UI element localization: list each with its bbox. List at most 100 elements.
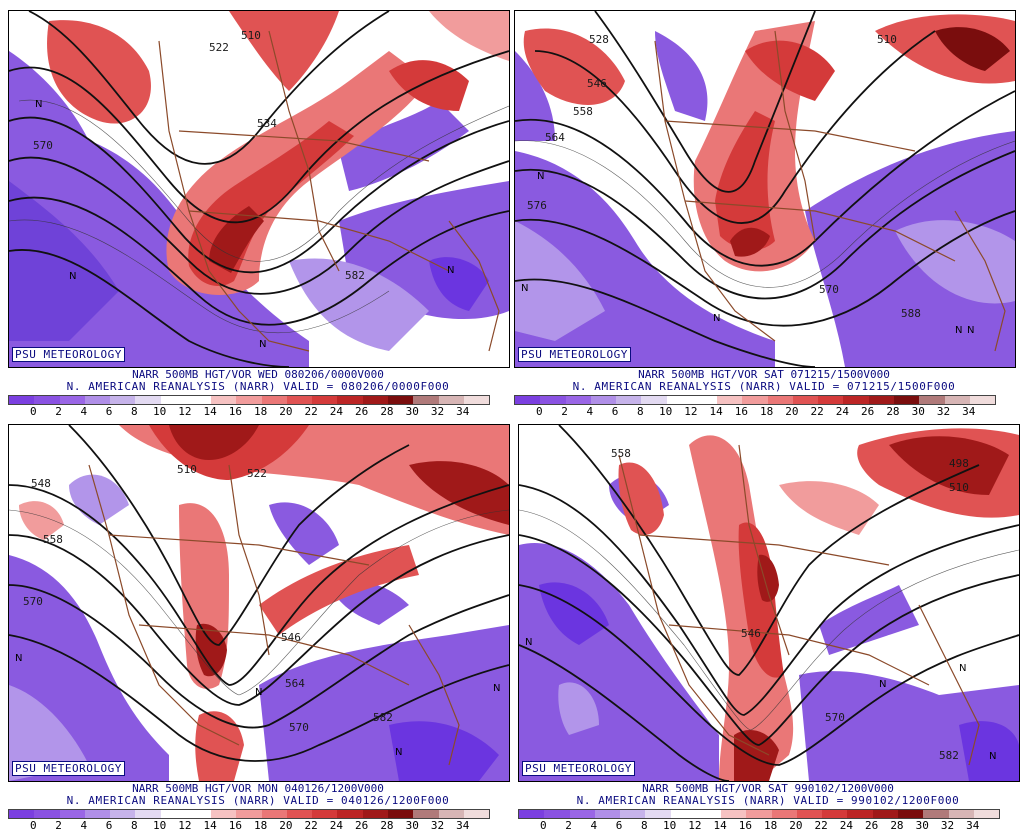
map-panel-1: 522 510 534 570 582 N N N N PSU METEOROL…: [8, 10, 516, 422]
caption-valid: N. AMERICAN REANALYSIS (NARR) VALID = 04…: [66, 794, 450, 807]
map-boundaries: [158, 30, 500, 352]
colorbar-tick-label: 22: [814, 819, 828, 832]
colorbar-swatch: [645, 810, 671, 818]
pos-vort-region: [229, 11, 339, 91]
colorbar-tick-label: 8: [131, 405, 138, 418]
height-contours: [515, 11, 1015, 367]
colorbar-tick-label: 6: [615, 819, 623, 832]
colorbar-tick-label: 34: [456, 405, 470, 418]
colorbar-swatch: [944, 396, 970, 404]
colorbar-tick-label: 30: [911, 405, 925, 418]
contour-label: 564: [545, 131, 565, 144]
colorbar-tick-label: 10: [152, 819, 167, 832]
colorbar-swatch: [135, 810, 161, 818]
colorbar-tick-label: 20: [279, 405, 293, 418]
vort-min-marker: N: [521, 283, 528, 294]
colorbar-swatch: [211, 810, 237, 818]
colorbar-swatch: [463, 810, 490, 818]
colorbar-swatch: [185, 810, 212, 818]
contour-label: 546: [741, 627, 761, 640]
colorbar-swatch: [893, 396, 920, 404]
colorbar-tick-label: 12: [178, 819, 192, 832]
colorbar-swatch: [717, 396, 743, 404]
caption-title: NARR 500MB HGT/VOR SAT 990102/1200V000: [642, 782, 894, 795]
credit-label: PSU METEOROLOGY: [518, 347, 631, 362]
colorbar-tick-label: 26: [355, 819, 369, 832]
pos-vort-region: [19, 501, 64, 540]
colorbar-swatch: [767, 396, 793, 404]
colorbar-tick-label: 4: [80, 819, 88, 832]
colorbar-tick-label: 14: [713, 819, 727, 832]
colorbar-swatch: [312, 396, 338, 404]
credit-label: PSU METEOROLOGY: [12, 347, 125, 362]
neg-vort-region: [515, 51, 555, 141]
map-panel-2: 528 510 546 558 564 576 570 588 N N N N …: [514, 10, 1022, 422]
neg-vort-region: [799, 671, 1019, 781]
neg-vort-region: [895, 220, 1015, 304]
vorticity-map-1: 522 510 534 570 582 N N N N PSU METEOROL…: [8, 10, 510, 368]
contour-label: 582: [345, 269, 365, 282]
neg-vort-region: [9, 685, 89, 781]
vort-min-marker: N: [35, 99, 42, 110]
colorbar-swatch: [973, 810, 1000, 818]
colorbar-swatch: [34, 810, 60, 818]
vort-min-marker: N: [69, 271, 76, 282]
colorbar-tick-label: 4: [586, 405, 594, 418]
colorbar-tick-label: 28: [890, 819, 904, 832]
colorbar-ticks: 0 2 4 6 8 10 12 14 16 18 20 22 24 26 28 30 32 34: [8, 819, 488, 833]
colorbar-tick-label: 0: [29, 405, 37, 418]
caption-valid: N. AMERICAN REANALYSIS (NARR) VALID = 08…: [66, 380, 450, 393]
colorbar-swatch: [337, 810, 363, 818]
colorbar-tick-label: 4: [590, 819, 598, 832]
colorbar-swatch: [594, 810, 621, 818]
contour-label: 570: [825, 711, 845, 724]
colorbar-tick-label: 16: [734, 405, 748, 418]
pos-vort-region: [745, 40, 835, 101]
map-graphic-3: 510 522 548 558 570 546 564 570 582 N N …: [9, 425, 509, 781]
colorbar-swatch: [110, 810, 136, 818]
map-boundaries: [88, 464, 460, 766]
caption-title: NARR 500MB HGT/VOR MON 040126/1200V000: [132, 782, 384, 795]
colorbar: [518, 809, 1000, 819]
contour-label: 558: [611, 447, 631, 460]
vorticity-map-3: 510 522 548 558 570 546 564 570 582 N N …: [8, 424, 510, 782]
vort-min-marker: N: [967, 325, 974, 336]
vort-min-marker: N: [959, 663, 966, 674]
colorbar-tick-label: 28: [380, 405, 394, 418]
colorbar-tick-label: 22: [304, 819, 318, 832]
pos-vort-region: [757, 554, 779, 602]
colorbar-tick-label: 4: [80, 405, 88, 418]
colorbar: [8, 809, 490, 819]
colorbar-swatch: [413, 396, 439, 404]
vorticity-map-2: 528 510 546 558 564 576 570 588 N N N N …: [514, 10, 1016, 368]
colorbar-tick-label: 0: [539, 819, 547, 832]
map-boundaries: [618, 444, 980, 766]
colorbar-tick-label: 6: [611, 405, 619, 418]
caption-title: NARR 500MB HGT/VOR SAT 071215/1500V000: [638, 368, 890, 381]
pos-vort-region: [889, 436, 1009, 495]
colorbar-tick-label: 0: [29, 819, 37, 832]
contour-label: 576: [527, 199, 547, 212]
colorbar-tick-label: 28: [380, 819, 394, 832]
colorbar-swatch: [847, 810, 873, 818]
colorbar-swatch: [515, 396, 541, 404]
colorbar-tick-label: 26: [861, 405, 875, 418]
colorbar-swatch: [438, 810, 464, 818]
colorbar-swatch: [110, 396, 136, 404]
vorticity-contours: [519, 509, 1019, 731]
colorbar-swatch: [519, 810, 545, 818]
contour-label: 570: [819, 283, 839, 296]
colorbar-swatch: [362, 396, 388, 404]
neg-vort-region: [339, 101, 469, 191]
colorbar-swatch: [565, 396, 591, 404]
pos-vort-region: [779, 481, 879, 535]
colorbar-swatch: [160, 396, 186, 404]
colorbar-tick-label: 8: [131, 819, 138, 832]
colorbar-tick-label: 16: [228, 405, 242, 418]
colorbar-tick-label: 2: [55, 405, 62, 418]
contour-label: 570: [289, 721, 309, 734]
colorbar-tick-label: 10: [152, 405, 167, 418]
colorbar-tick-label: 14: [203, 405, 217, 418]
colorbar-tick-label: 2: [565, 819, 572, 832]
map-graphic-4: 558 498 510 546 570 582 N N N N: [519, 425, 1019, 781]
